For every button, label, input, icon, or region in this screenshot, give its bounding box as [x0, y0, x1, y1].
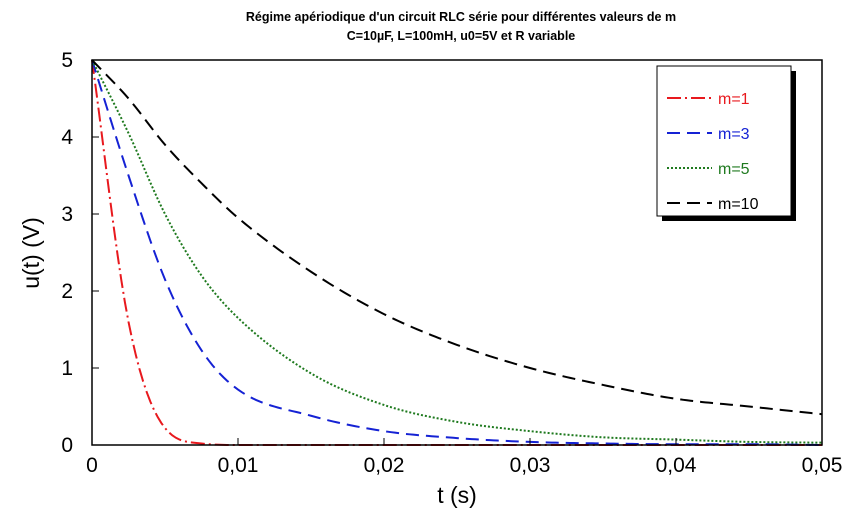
legend-label-m10: m=10	[718, 196, 759, 213]
ticks-layer: 0 0,01 0,02 0,03 0,04 0,05 0 1 2 3 4 5	[61, 49, 842, 477]
y-tick-label: 0	[61, 434, 73, 457]
legend: m=1 m=3 m=5 m=10	[656, 65, 796, 221]
legend-box	[656, 65, 792, 217]
series-line-m5	[91, 59, 823, 444]
x-axis-label: t (s)	[437, 482, 477, 508]
x-tick-label: 0,01	[218, 454, 259, 477]
y-tick-label: 3	[61, 203, 73, 226]
x-tick-label: 0,02	[364, 454, 405, 477]
series-line-m10	[91, 59, 823, 416]
y-tick-label: 4	[61, 126, 73, 149]
y-tick-label: 5	[61, 49, 73, 72]
x-tick-label: 0	[86, 454, 98, 477]
chart-subtitle: C=10µF, L=100mH, u0=5V et R variable	[347, 29, 576, 43]
series-line-m3	[91, 59, 823, 446]
legend-label-m1: m=1	[718, 91, 750, 108]
x-tick-label: 0,04	[656, 454, 697, 477]
legend-label-m3: m=3	[718, 126, 750, 143]
y-tick-label: 2	[61, 280, 73, 303]
x-tick-label: 0,05	[802, 454, 843, 477]
legend-label-m5: m=5	[718, 161, 750, 178]
x-tick-label: 0,03	[510, 454, 551, 477]
chart-title: Régime apériodique d'un circuit RLC séri…	[246, 10, 676, 24]
plot-area-frame	[91, 59, 823, 446]
y-tick-label: 1	[61, 357, 73, 380]
y-axis-label: u(t) (V)	[18, 217, 44, 289]
